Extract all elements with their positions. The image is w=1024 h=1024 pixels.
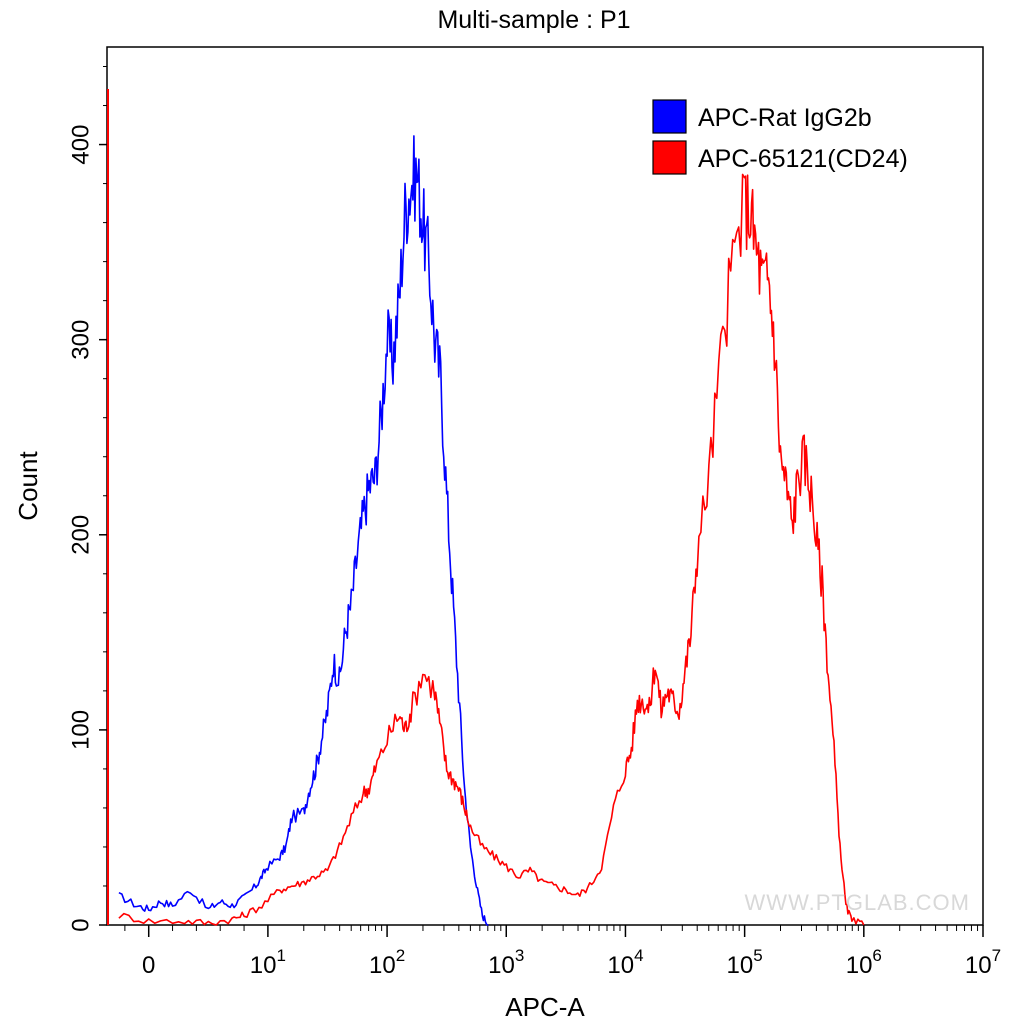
plot-frame (106, 46, 984, 926)
x-tick-label: 106 (846, 946, 882, 979)
x-tick-label: 0 (142, 952, 155, 979)
chart-title: Multi-sample : P1 (437, 6, 630, 34)
x-axis-label: APC-A (505, 992, 585, 1022)
y-tick-label: 0 (68, 918, 95, 931)
legend-swatch (652, 140, 687, 175)
series-line (118, 135, 489, 926)
y-tick-label: 400 (68, 125, 95, 165)
y-tick-label: 100 (68, 710, 95, 750)
y-tick-label: 300 (68, 320, 95, 360)
legend: APC-Rat IgG2b APC-65121(CD24) (652, 99, 908, 175)
legend-label: APC-65121(CD24) (698, 145, 908, 173)
x-tick-label: 104 (607, 946, 643, 979)
watermark-text: WWW.PTGLAB.COM (745, 890, 970, 915)
y-axis-label: Count (13, 451, 43, 521)
series-group (107, 89, 865, 926)
axes: 0 100 200 300 400 0 101 102 103 104 105 106 107 (68, 46, 1001, 979)
x-tick-label: 102 (369, 946, 405, 979)
x-tick-label: 107 (965, 946, 1001, 979)
x-tick-label: 103 (488, 946, 524, 979)
x-tick-label: 101 (250, 946, 286, 979)
y-tick-label: 200 (68, 515, 95, 555)
series-line (118, 173, 865, 926)
legend-label: APC-Rat IgG2b (698, 104, 872, 132)
x-tick-label: 105 (727, 946, 763, 979)
legend-swatch (652, 99, 687, 134)
